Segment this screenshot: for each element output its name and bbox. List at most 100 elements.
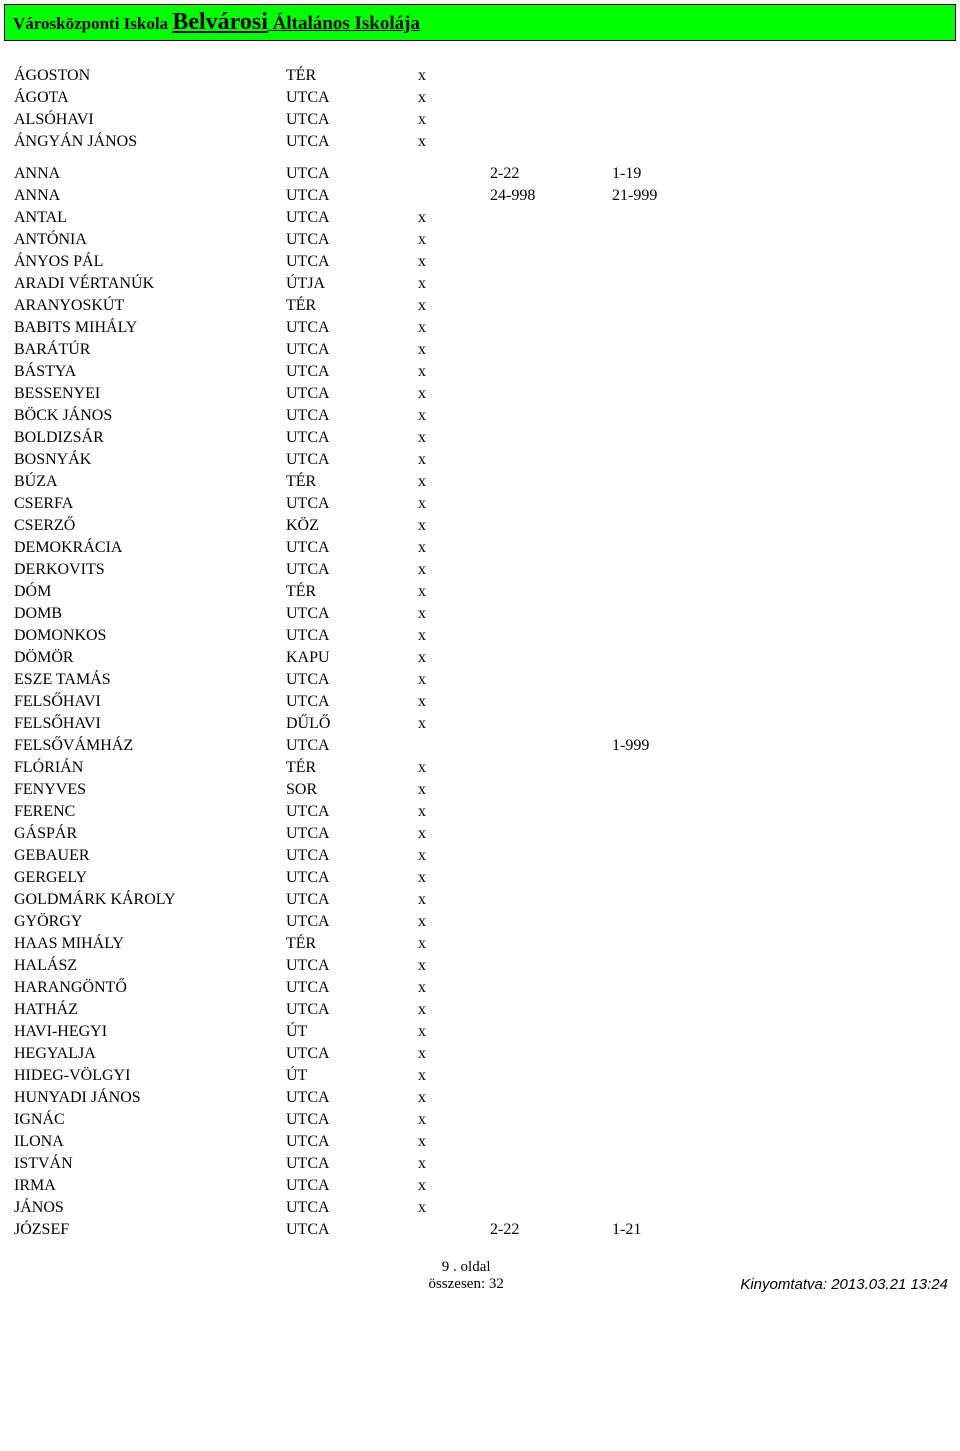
- street-name: ESZE TAMÁS: [8, 669, 280, 691]
- x-mark: x: [412, 559, 484, 581]
- table-row: [8, 153, 952, 163]
- street-type: UTCA: [280, 801, 412, 823]
- range-1: [484, 317, 606, 339]
- x-mark: x: [412, 757, 484, 779]
- street-type: UTCA: [280, 823, 412, 845]
- street-name: ÁNYOS PÁL: [8, 251, 280, 273]
- x-mark: [412, 1219, 484, 1241]
- x-mark: x: [412, 383, 484, 405]
- range-1: [484, 273, 606, 295]
- range-1: [484, 1043, 606, 1065]
- x-mark: x: [412, 889, 484, 911]
- table-row: ISTVÁNUTCAx: [8, 1153, 952, 1175]
- street-name: IRMA: [8, 1175, 280, 1197]
- street-name: GOLDMÁRK KÁROLY: [8, 889, 280, 911]
- range-1: [484, 251, 606, 273]
- x-mark: x: [412, 977, 484, 999]
- x-mark: x: [412, 625, 484, 647]
- range-2: [606, 933, 952, 955]
- street-name: BÁSTYA: [8, 361, 280, 383]
- x-mark: x: [412, 1087, 484, 1109]
- table-row: ANNAUTCA24-99821-999: [8, 185, 952, 207]
- range-2: [606, 581, 952, 603]
- street-name: BESSENYEI: [8, 383, 280, 405]
- page-footer: 9 . oldal összesen: 32 Kinyomtatva: 2013…: [0, 1249, 960, 1301]
- table-row: HARANGÖNTŐUTCAx: [8, 977, 952, 999]
- x-mark: x: [412, 1175, 484, 1197]
- x-mark: x: [412, 1197, 484, 1219]
- range-1: [484, 1087, 606, 1109]
- x-mark: x: [412, 449, 484, 471]
- table-row: JÁNOSUTCAx: [8, 1197, 952, 1219]
- range-1: [484, 493, 606, 515]
- street-type: TÉR: [280, 65, 412, 87]
- x-mark: x: [412, 647, 484, 669]
- x-mark: x: [412, 1043, 484, 1065]
- table-row: ALSÓHAVIUTCAx: [8, 109, 952, 131]
- table-row: ANNAUTCA2-221-19: [8, 163, 952, 185]
- table-row: HUNYADI JÁNOSUTCAx: [8, 1087, 952, 1109]
- table-row: BÖCK JÁNOSUTCAx: [8, 405, 952, 427]
- street-name: FELSŐHAVI: [8, 691, 280, 713]
- x-mark: x: [412, 471, 484, 493]
- street-type: UTCA: [280, 1043, 412, 1065]
- x-mark: x: [412, 251, 484, 273]
- street-name: ÁGOTA: [8, 87, 280, 109]
- street-name: FERENC: [8, 801, 280, 823]
- street-name: DOMB: [8, 603, 280, 625]
- range-1: [484, 471, 606, 493]
- street-type: UTCA: [280, 131, 412, 153]
- range-2: [606, 1197, 952, 1219]
- table-row: GEBAUERUTCAx: [8, 845, 952, 867]
- street-name: ANTAL: [8, 207, 280, 229]
- range-1: [484, 845, 606, 867]
- range-1: [484, 1197, 606, 1219]
- range-2: [606, 757, 952, 779]
- range-2: [606, 867, 952, 889]
- street-type: UTCA: [280, 1175, 412, 1197]
- range-1: [484, 537, 606, 559]
- street-type: UTCA: [280, 625, 412, 647]
- range-1: [484, 515, 606, 537]
- street-name: BÖCK JÁNOS: [8, 405, 280, 427]
- x-mark: x: [412, 779, 484, 801]
- x-mark: x: [412, 603, 484, 625]
- range-2: [606, 87, 952, 109]
- range-1: [484, 779, 606, 801]
- street-name: DÓM: [8, 581, 280, 603]
- street-name: HARANGÖNTŐ: [8, 977, 280, 999]
- street-name: ARANYOSKÚT: [8, 295, 280, 317]
- range-2: [606, 471, 952, 493]
- range-2: [606, 977, 952, 999]
- header-suffix: Általános Iskolája: [268, 13, 420, 34]
- x-mark: x: [412, 131, 484, 153]
- street-type: TÉR: [280, 295, 412, 317]
- street-name: HATHÁZ: [8, 999, 280, 1021]
- street-type: UTCA: [280, 845, 412, 867]
- table-row: ARANYOSKÚTTÉRx: [8, 295, 952, 317]
- x-mark: x: [412, 1153, 484, 1175]
- range-2: [606, 1065, 952, 1087]
- range-1: [484, 999, 606, 1021]
- range-2: [606, 317, 952, 339]
- x-mark: x: [412, 867, 484, 889]
- range-2: [606, 295, 952, 317]
- table-row: ANTALUTCAx: [8, 207, 952, 229]
- street-name: DEMOKRÁCIA: [8, 537, 280, 559]
- street-type: UTCA: [280, 383, 412, 405]
- table-row: FELSŐHAVIUTCAx: [8, 691, 952, 713]
- x-mark: x: [412, 229, 484, 251]
- range-2: [606, 273, 952, 295]
- x-mark: x: [412, 405, 484, 427]
- table-row: DERKOVITSUTCAx: [8, 559, 952, 581]
- table-row: CSERFAUTCAx: [8, 493, 952, 515]
- table-row: HATHÁZUTCAx: [8, 999, 952, 1021]
- x-mark: x: [412, 317, 484, 339]
- x-mark: x: [412, 1131, 484, 1153]
- x-mark: x: [412, 1065, 484, 1087]
- range-1: [484, 1131, 606, 1153]
- street-type: UTCA: [280, 449, 412, 471]
- table-row: DEMOKRÁCIAUTCAx: [8, 537, 952, 559]
- range-2: [606, 603, 952, 625]
- table-row: ÁNGYÁN JÁNOSUTCAx: [8, 131, 952, 153]
